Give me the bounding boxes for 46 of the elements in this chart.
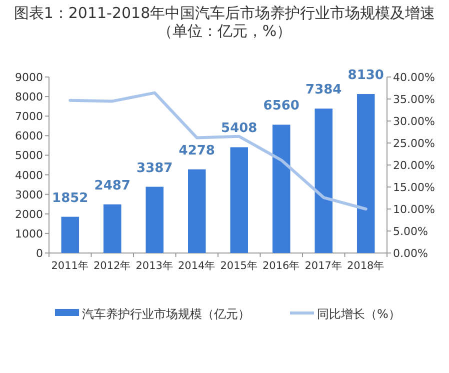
y2-tick-label: 35.00%: [393, 93, 435, 106]
y-tick-label: 4000: [15, 168, 43, 182]
x-tick-label: 2014年: [178, 260, 216, 272]
x-tick-label: 2017年: [304, 260, 342, 272]
x-tick-label: 2011年: [51, 260, 89, 272]
y-tick-label: 0: [36, 247, 43, 260]
bar: [104, 204, 122, 253]
legend-label: 同比增长（%）: [317, 307, 400, 321]
y-tick-label: 2000: [15, 208, 43, 221]
data-label: 8130: [348, 68, 384, 84]
y-tick-label: 9000: [15, 71, 43, 84]
bar: [272, 124, 290, 253]
y-tick-label: 7000: [15, 110, 43, 124]
x-tick-label: 2012年: [94, 260, 132, 272]
x-tick-label: 2015年: [220, 260, 258, 272]
bar: [146, 186, 164, 253]
y2-tick-label: 5.00%: [393, 225, 428, 238]
data-label: 2487: [94, 178, 130, 194]
y2-tick-label: 30.00%: [393, 115, 435, 128]
y-tick-label: 1000: [15, 227, 43, 240]
data-label: 5408: [221, 121, 258, 136]
y2-tick-label: 20.00%: [393, 159, 435, 172]
y2-tick-label: 15.00%: [393, 181, 435, 194]
data-label: 7384: [306, 82, 342, 98]
x-tick-label: 2018年: [347, 260, 385, 272]
data-label: 1852: [52, 190, 88, 206]
y2-tick-label: 40.00%: [393, 71, 435, 84]
data-label: 4278: [178, 143, 215, 158]
bar: [230, 147, 248, 253]
bar: [61, 216, 79, 253]
data-label: 6560: [263, 98, 300, 114]
bar: [188, 169, 206, 253]
bar: [314, 108, 332, 253]
data-label: 3387: [136, 160, 173, 176]
y2-tick-label: 0.00%: [393, 247, 428, 260]
y-tick-label: 6000: [15, 130, 43, 143]
legend-label: 汽车养护行业市场规模（亿元）: [82, 307, 250, 321]
y-tick-label: 3000: [15, 188, 43, 202]
y2-tick-label: 10.00%: [393, 203, 435, 216]
x-tick-label: 2016年: [262, 260, 300, 272]
y2-tick-label: 25.00%: [393, 137, 435, 150]
bar: [357, 94, 375, 253]
y-tick-label: 8000: [15, 90, 43, 104]
y-tick-label: 5000: [15, 149, 43, 162]
x-tick-label: 2013年: [136, 260, 174, 272]
chart-title: 图表1：2011-2018年中国汽车后市场养护行业市场规模及增速（单位：亿元，%）: [12, 4, 436, 40]
